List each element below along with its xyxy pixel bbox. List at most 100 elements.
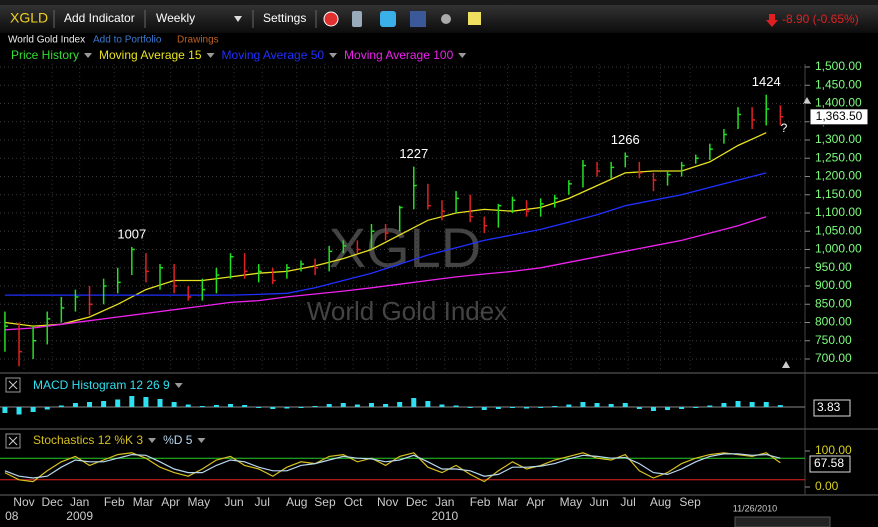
settings[interactable]: Settings bbox=[263, 11, 306, 25]
year-label: 2009 bbox=[66, 509, 93, 523]
histogram-bar bbox=[16, 407, 22, 415]
x-tick-label: Mar bbox=[497, 495, 518, 509]
symbol[interactable]: XGLD bbox=[10, 10, 48, 26]
instrument-name: World Gold Index bbox=[8, 35, 85, 46]
histogram-bar bbox=[129, 396, 135, 407]
x-tick-label: Aug bbox=[286, 495, 307, 509]
histogram-bar bbox=[707, 405, 713, 407]
y-tick-label: 1,100.00 bbox=[815, 205, 862, 219]
y-tick-label: 800.00 bbox=[815, 315, 852, 329]
facebook-icon[interactable] bbox=[410, 11, 426, 27]
peak-annotation: 1007 bbox=[117, 226, 146, 241]
y-tick-label: 750.00 bbox=[815, 333, 852, 347]
histogram-bar bbox=[679, 407, 685, 409]
close-panel[interactable] bbox=[5, 377, 21, 393]
legend-entry[interactable]: %D 5 bbox=[163, 433, 193, 447]
alarm-icon[interactable] bbox=[323, 11, 339, 27]
note-icon[interactable] bbox=[468, 12, 481, 25]
dropdown-arrow[interactable] bbox=[174, 383, 183, 388]
y-tick-label: 850.00 bbox=[815, 296, 852, 310]
binocular-icon[interactable] bbox=[441, 14, 451, 24]
stack-icon[interactable] bbox=[352, 11, 362, 27]
y-tick-label: 950.00 bbox=[815, 260, 852, 274]
moving-average bbox=[4, 172, 767, 296]
histogram-bar bbox=[157, 399, 163, 407]
histogram-bar bbox=[72, 403, 78, 407]
drawings[interactable]: Drawings bbox=[177, 35, 219, 46]
histogram-bar bbox=[270, 407, 276, 409]
scrollbar[interactable] bbox=[734, 516, 831, 527]
legend-entry[interactable]: Moving Average 15 bbox=[99, 48, 202, 62]
y-tick-label: 700.00 bbox=[815, 351, 852, 365]
date-label: 11/26/2010 bbox=[733, 503, 777, 513]
x-tick-label: May bbox=[187, 495, 210, 509]
histogram-bar bbox=[552, 406, 558, 407]
histogram-bar bbox=[665, 407, 671, 410]
y-tick-label: 1,500.00 bbox=[815, 59, 862, 73]
histogram-bar bbox=[566, 404, 572, 407]
y-tick-label: 0.00 bbox=[815, 479, 839, 493]
x-tick-label: Apr bbox=[526, 495, 545, 509]
x-tick-label: Jun bbox=[224, 495, 243, 509]
close-panel[interactable] bbox=[5, 433, 21, 449]
panel-title[interactable]: MACD Histogram 12 26 9 bbox=[33, 378, 170, 392]
stochastic-line bbox=[4, 453, 781, 479]
legend-entry[interactable]: Price History bbox=[11, 48, 79, 62]
legend-entry[interactable]: Moving Average 50 bbox=[222, 48, 325, 62]
histogram-bar bbox=[213, 405, 219, 407]
histogram-bar bbox=[58, 405, 64, 407]
x-tick-label: Dec bbox=[406, 495, 427, 509]
histogram-bar bbox=[44, 407, 50, 410]
dropdown-arrow[interactable] bbox=[458, 53, 467, 58]
histogram-bar bbox=[524, 407, 530, 409]
scroll-triangle[interactable] bbox=[803, 97, 811, 104]
y-tick-label: 1,000.00 bbox=[815, 242, 862, 256]
x-tick-label: Apr bbox=[161, 495, 180, 509]
dropdown-arrow[interactable] bbox=[234, 16, 242, 22]
x-tick-label: Mar bbox=[133, 495, 154, 509]
histogram-bar bbox=[242, 405, 248, 407]
dropdown-arrow[interactable] bbox=[148, 438, 157, 443]
year-label: 2010 bbox=[431, 509, 458, 523]
x-tick-label: Oct bbox=[344, 495, 363, 509]
histogram-bar bbox=[721, 403, 727, 407]
histogram-bar bbox=[383, 404, 389, 407]
x-tick-label: Jul bbox=[620, 495, 635, 509]
x-tick-label: Nov bbox=[13, 495, 34, 509]
x-tick-label: Aug bbox=[650, 495, 671, 509]
dropdown-arrow[interactable] bbox=[197, 438, 206, 443]
histogram-bar bbox=[87, 402, 93, 407]
dropdown-arrow[interactable] bbox=[329, 53, 338, 58]
dropdown-arrow[interactable] bbox=[206, 53, 215, 58]
histogram-bar bbox=[693, 407, 699, 408]
scroll-triangle[interactable] bbox=[782, 361, 790, 368]
add-indicator[interactable]: Add Indicator bbox=[64, 11, 135, 25]
interval[interactable]: Weekly bbox=[156, 11, 195, 25]
value-box bbox=[813, 399, 851, 417]
histogram-bar bbox=[538, 407, 544, 408]
histogram-bar bbox=[199, 406, 205, 407]
y-tick-label: 100.00 bbox=[815, 443, 852, 457]
histogram-bar bbox=[453, 405, 459, 407]
histogram-bar bbox=[298, 407, 304, 408]
histogram-bar bbox=[354, 404, 360, 407]
value-label: 67.58 bbox=[814, 456, 844, 470]
close-x[interactable] bbox=[8, 436, 18, 446]
legend-entry[interactable]: Moving Average 100 bbox=[344, 48, 454, 62]
value-box bbox=[809, 455, 851, 473]
histogram-bar bbox=[312, 406, 318, 407]
legend-entry[interactable]: Stochastics 12 %K 3 bbox=[33, 433, 143, 447]
add-to-portfolio[interactable]: Add to Portfolio bbox=[93, 35, 162, 46]
close-x[interactable] bbox=[8, 380, 18, 390]
dropdown-arrow[interactable] bbox=[84, 53, 93, 58]
year-label: 08 bbox=[5, 509, 19, 523]
histogram-bar bbox=[284, 407, 290, 409]
x-tick-label: Nov bbox=[377, 495, 398, 509]
twitter-icon[interactable] bbox=[380, 11, 396, 27]
y-tick-label: 1,150.00 bbox=[815, 187, 862, 201]
peak-annotation: 1266 bbox=[611, 132, 640, 147]
histogram-bar bbox=[2, 407, 8, 413]
y-tick-label: 1,200.00 bbox=[815, 169, 862, 183]
x-tick-label: Jul bbox=[255, 495, 270, 509]
